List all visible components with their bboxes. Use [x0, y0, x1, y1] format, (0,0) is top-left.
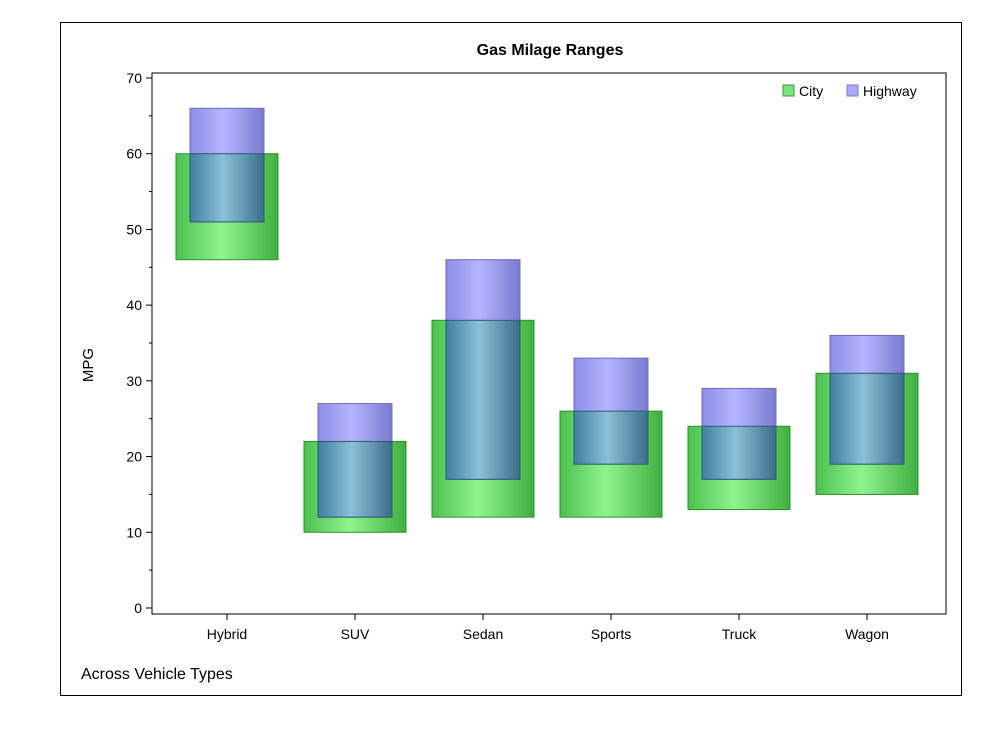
legend-label-highway: Highway: [863, 83, 917, 99]
chart-frame: Gas Milage Ranges MPG Across Vehicle Typ…: [60, 22, 962, 696]
x-axis: Hybrid SUV Sedan Sports Truck Wagon: [207, 614, 889, 642]
x-tick-label-truck: Truck: [722, 626, 757, 642]
x-tick-label-sedan: Sedan: [463, 626, 503, 642]
legend: City Highway: [782, 83, 917, 99]
x-tick-label-sports: Sports: [591, 626, 631, 642]
y-tick-label: 70: [126, 70, 142, 86]
legend-swatch-highway: [846, 84, 859, 97]
x-tick-label-hybrid: Hybrid: [207, 626, 247, 642]
legend-label-city: City: [799, 83, 823, 99]
overlap-bar-sports: [573, 410, 649, 465]
overlap-bar-sedan: [445, 319, 521, 480]
x-tick-label-wagon: Wagon: [845, 626, 889, 642]
y-tick-label: 20: [126, 449, 142, 465]
y-tick-label: 30: [126, 373, 142, 389]
y-axis: 0 10 20 30 40 50 60 70: [126, 70, 152, 616]
bars: [175, 107, 919, 533]
y-tick-label: 40: [126, 297, 142, 313]
y-tick-label: 60: [126, 146, 142, 162]
y-tick-label: 50: [126, 221, 142, 237]
overlap-bar-wagon: [829, 372, 905, 465]
y-tick-label: 10: [126, 524, 142, 540]
overlap-bar-hybrid: [189, 153, 265, 223]
range-bar-chart: Gas Milage Ranges MPG Across Vehicle Typ…: [80, 42, 947, 683]
footnote: Across Vehicle Types: [81, 666, 233, 683]
y-axis-title: MPG: [80, 348, 97, 382]
chart-title: Gas Milage Ranges: [477, 42, 624, 59]
x-tick-label-suv: SUV: [341, 626, 370, 642]
overlap-bar-truck: [701, 425, 777, 480]
overlap-bar-suv: [317, 440, 393, 518]
legend-swatch-city: [782, 84, 795, 97]
y-tick-label: 0: [134, 600, 142, 616]
